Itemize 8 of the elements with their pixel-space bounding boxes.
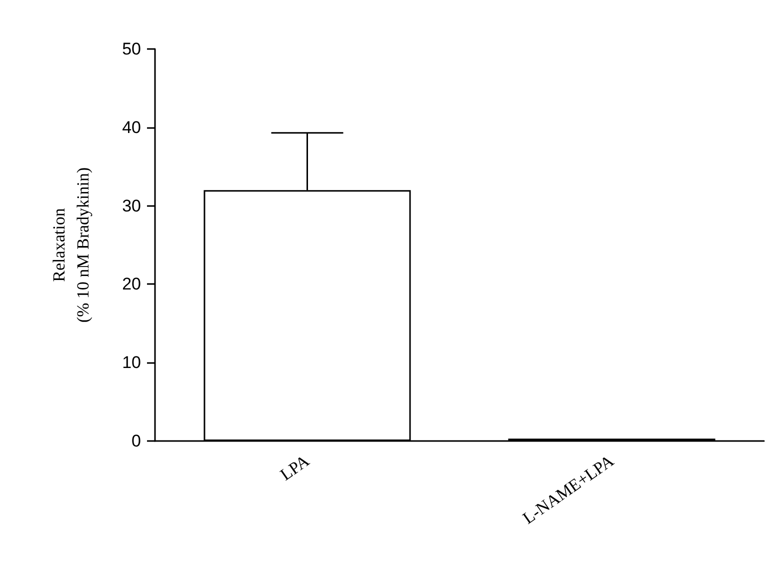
y-tick-label: 40 xyxy=(122,118,141,137)
y-tick-label: 30 xyxy=(122,196,141,216)
y-tick-label: 0 xyxy=(132,432,141,450)
y-axis-title: Relaxation (% 10 nM Bradykinin) xyxy=(50,167,92,323)
y-tick-label: 20 xyxy=(122,274,141,294)
y-tick-label: 10 xyxy=(122,353,141,372)
x-tick-label: LPA xyxy=(276,450,314,484)
y-tick-label: 50 xyxy=(122,40,141,58)
